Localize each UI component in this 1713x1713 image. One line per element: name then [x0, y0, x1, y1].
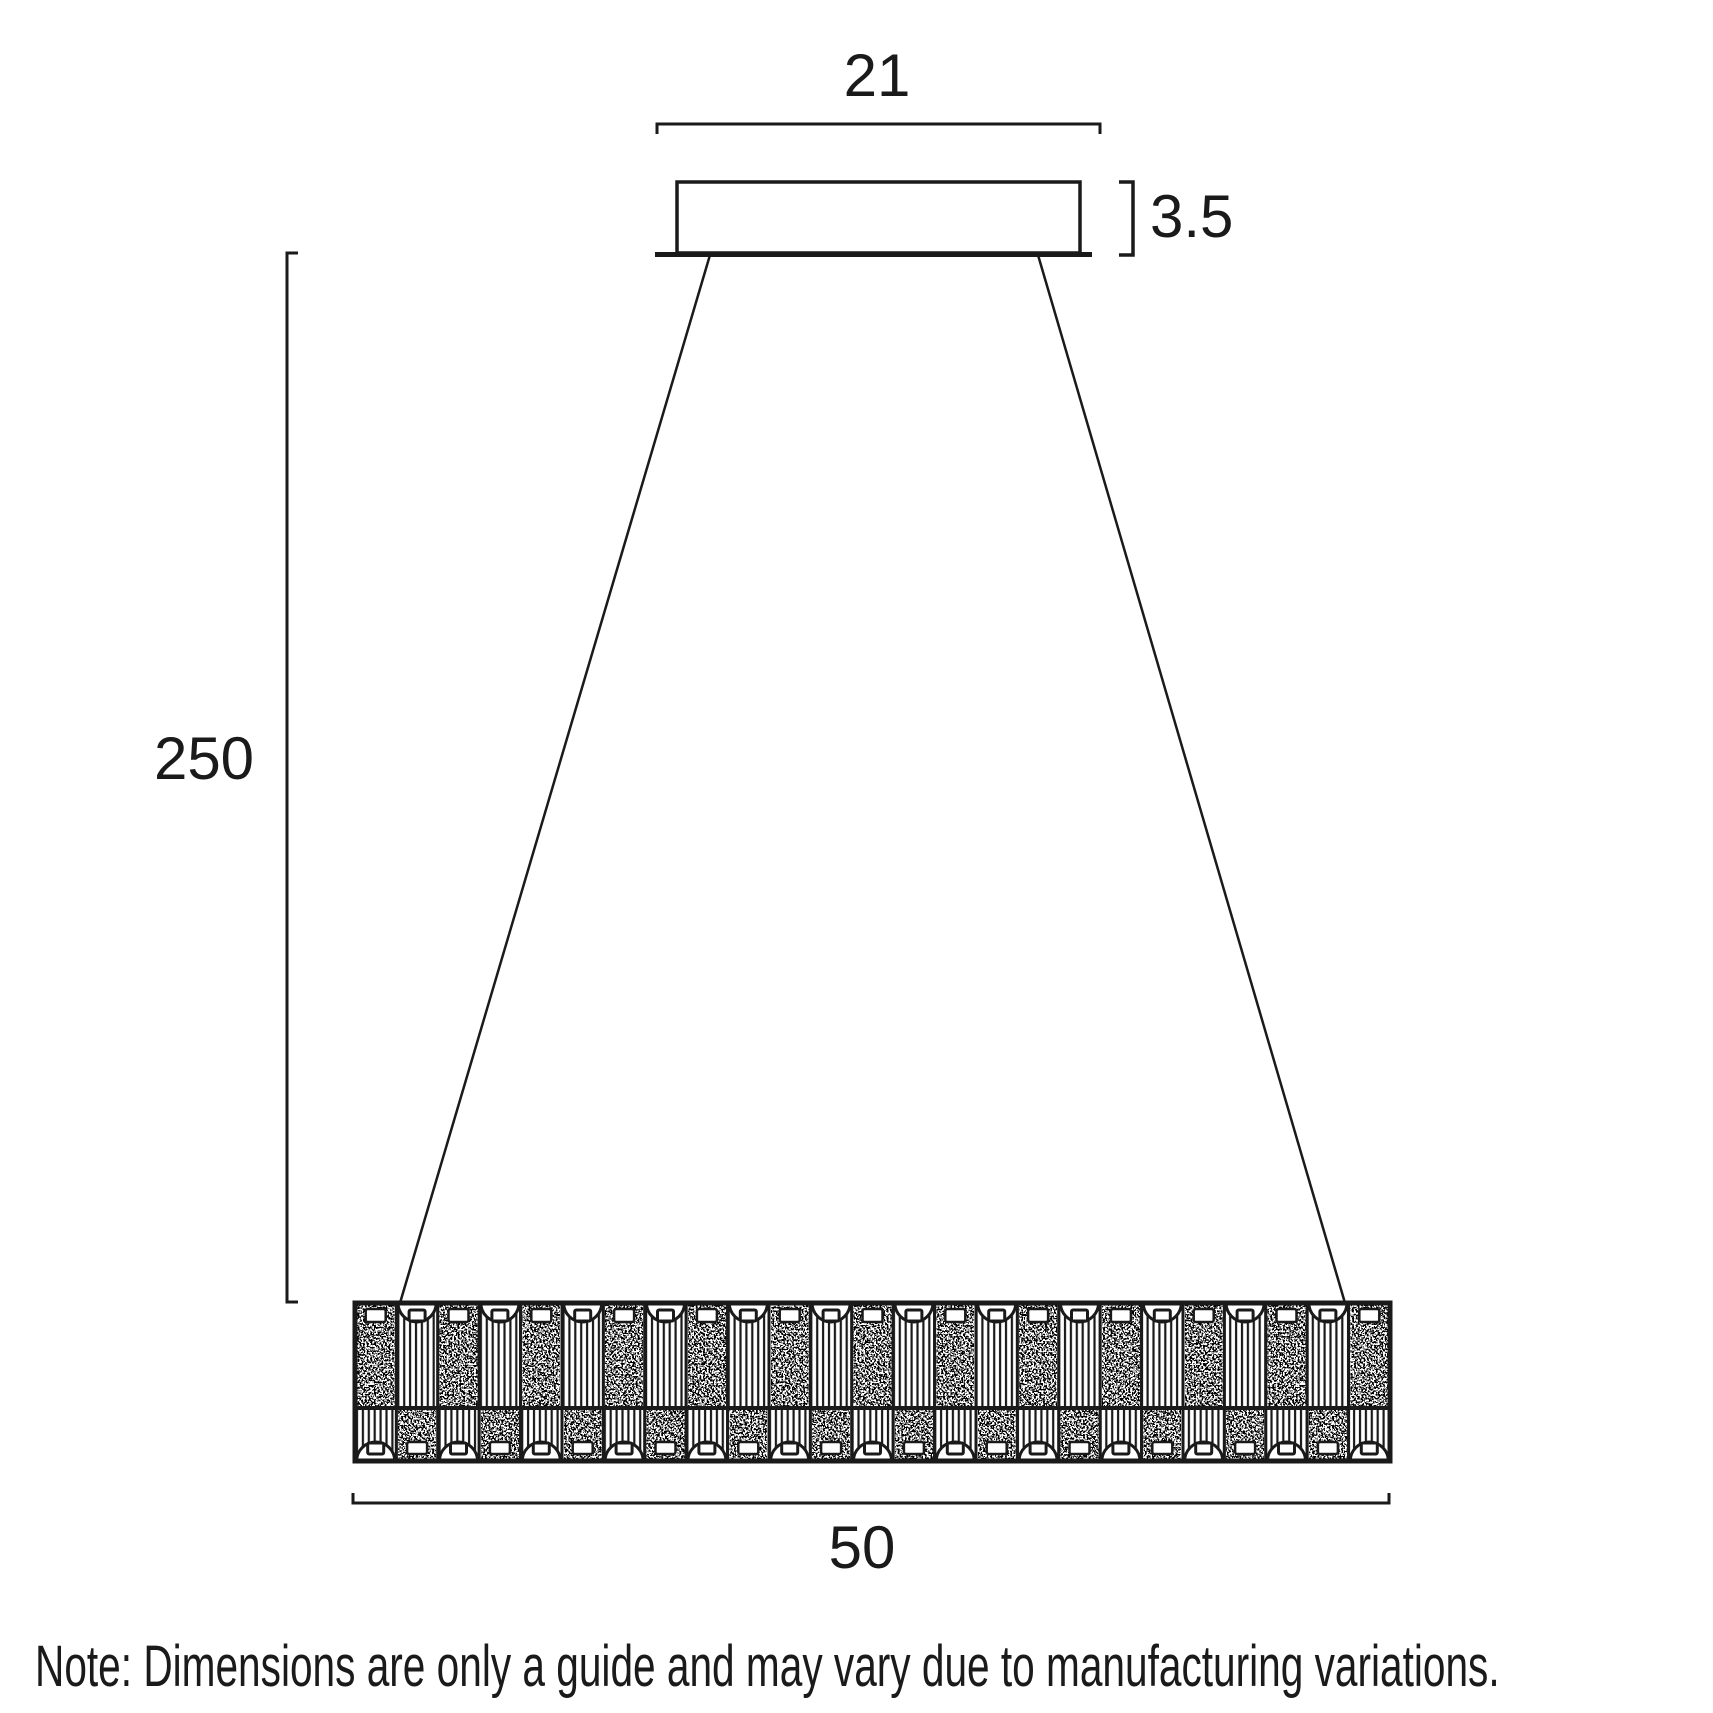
crystal-band — [352, 1300, 1393, 1464]
canopy-height-label: 3.5 — [1150, 183, 1234, 250]
fixture-width-label: 50 — [828, 1514, 896, 1581]
suspension-cable-right — [1036, 254, 1347, 1304]
canopy-width-label: 21 — [843, 42, 911, 109]
dimensions-note: Note: Dimensions are only a guide and ma… — [35, 1634, 1500, 1699]
canopy-outline — [675, 180, 1082, 255]
suspension-cable-left — [398, 254, 712, 1304]
suspension-height-dimension-line — [285, 251, 298, 1304]
suspension-height-label: 250 — [153, 725, 255, 792]
canopy-width-dimension-line — [655, 122, 1102, 134]
canopy-height-dimension-bracket — [1119, 180, 1135, 257]
fixture-width-dimension-line — [351, 1493, 1391, 1505]
